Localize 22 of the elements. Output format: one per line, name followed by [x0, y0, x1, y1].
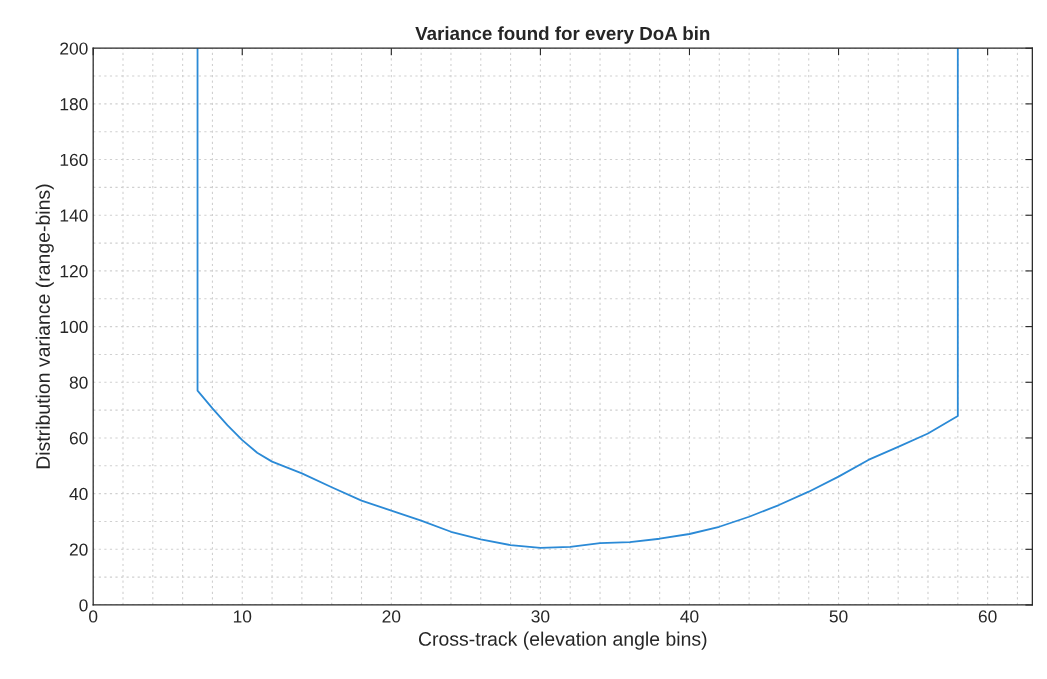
- x-tick-label: 30: [531, 610, 550, 623]
- x-tick-label: 20: [382, 610, 401, 623]
- y-tick-label: 140: [60, 209, 88, 222]
- y-tick-label: 60: [69, 432, 88, 445]
- x-axis-title: Cross-track (elevation angle bins): [418, 631, 707, 650]
- y-tick-label: 180: [60, 98, 88, 111]
- y-tick-label: 160: [60, 153, 88, 167]
- x-tick-label: 10: [233, 610, 252, 623]
- x-tick-label: 50: [829, 610, 848, 623]
- y-tick-label: 20: [69, 543, 88, 556]
- x-tick-label: 60: [978, 610, 997, 623]
- x-tick-label: 40: [680, 610, 699, 623]
- y-tick-label: 120: [60, 265, 88, 278]
- y-tick-label: 0: [79, 599, 88, 612]
- y-tick-label: 200: [60, 42, 88, 55]
- chart-title: Variance found for every DoA bin: [415, 26, 710, 44]
- line-series: [196, 48, 959, 549]
- x-tick-label: 0: [89, 610, 98, 623]
- y-tick-label: 80: [69, 376, 88, 389]
- y-tick-label: 40: [69, 487, 88, 501]
- y-axis-title: Distribution variance (range-bins): [35, 184, 54, 469]
- y-tick-label: 100: [60, 320, 88, 334]
